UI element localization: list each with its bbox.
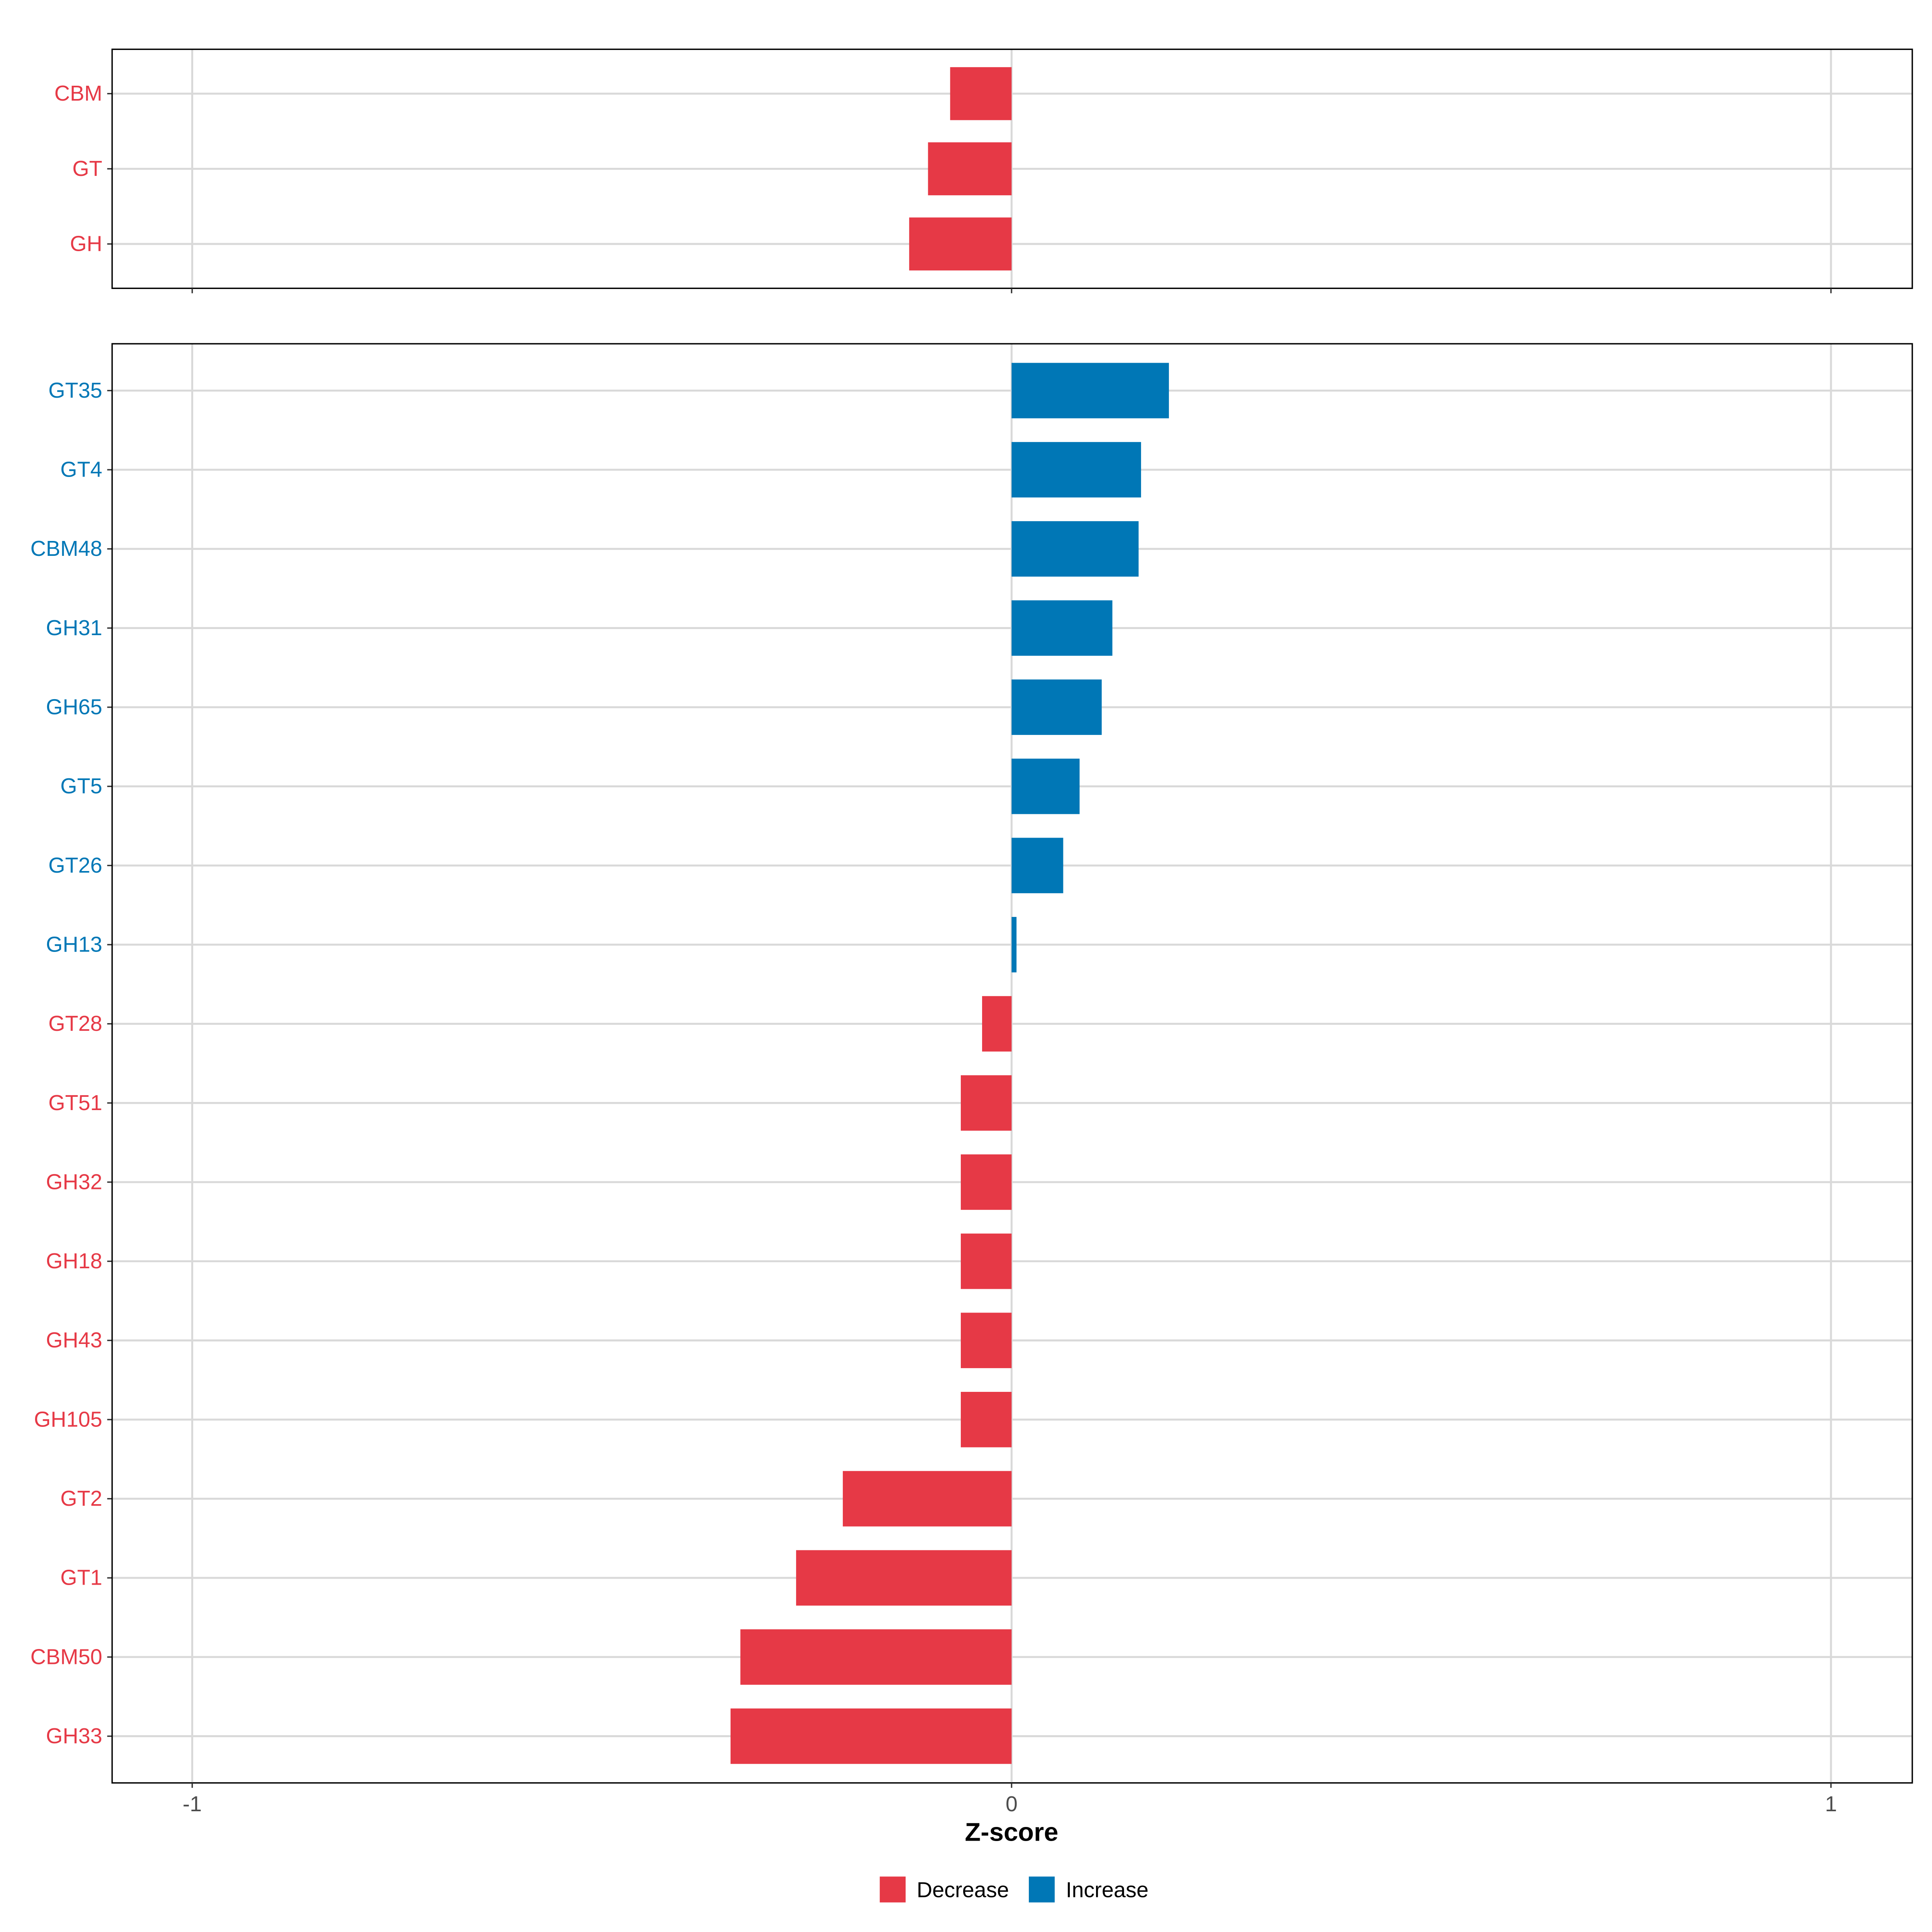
bar-gh33 [731, 1708, 1012, 1764]
bar-gh31 [1011, 600, 1113, 656]
bar-gt5 [1011, 758, 1080, 814]
bar-gt26 [1011, 838, 1063, 894]
bar-cbm [950, 67, 1012, 120]
legend-swatch-decrease [879, 1876, 906, 1903]
x-tick-label: 1 [1825, 1792, 1837, 1816]
y-tick-label: GH65 [46, 696, 102, 719]
y-tick-label: GT35 [48, 379, 102, 402]
y-tick-label: CBM48 [30, 537, 102, 561]
y-tick-label: GT2 [60, 1487, 102, 1511]
bar-gh [909, 217, 1012, 270]
bar-gh65 [1011, 679, 1102, 735]
y-tick-label: GT [72, 157, 102, 181]
bar-gh13 [1011, 917, 1017, 972]
top-panel: CBM GT GH [54, 48, 1913, 293]
y-tick-label: GH33 [46, 1724, 102, 1748]
bar-gh43 [961, 1313, 1012, 1368]
y-tick-label: GT28 [48, 1012, 102, 1036]
bar-cbm48 [1011, 521, 1139, 577]
y-tick-label: GH13 [46, 933, 102, 956]
bar-gt [928, 142, 1012, 196]
x-tick-label: 0 [1005, 1792, 1018, 1816]
legend-label-increase: Increase [1066, 1878, 1148, 1902]
bar-gt4 [1011, 442, 1141, 497]
bar-cbm50 [740, 1629, 1012, 1685]
bar-gt2 [842, 1471, 1012, 1527]
y-tick-label: CBM [54, 82, 102, 105]
y-tick-label: GT5 [60, 774, 102, 798]
x-axis-title: Z-score [965, 1817, 1058, 1846]
bar-gt28 [982, 996, 1012, 1052]
y-tick-label: GT1 [60, 1566, 102, 1590]
x-axis: -1 0 1 [183, 1792, 1837, 1816]
y-tick-label: CBM50 [30, 1645, 102, 1669]
legend-label-decrease: Decrease [917, 1878, 1009, 1902]
bottom-panel: GT35 GT4 CBM48 GH31 GH65 GT5 GT26 GH13 GT28 GT51 G… [30, 343, 1913, 1788]
y-tick-label: GH32 [46, 1170, 102, 1194]
bar-gt51 [961, 1075, 1012, 1131]
y-tick-label: GT51 [48, 1091, 102, 1115]
bar-gt35 [1011, 363, 1169, 419]
bar-gh18 [961, 1233, 1012, 1289]
bar-gh105 [961, 1392, 1012, 1447]
x-tick-label: -1 [183, 1792, 202, 1816]
y-tick-label: GT26 [48, 854, 102, 877]
y-tick-label: GH31 [46, 616, 102, 640]
bar-gh32 [961, 1154, 1012, 1210]
legend-swatch-increase [1029, 1876, 1055, 1903]
y-tick-label: GH105 [34, 1408, 102, 1431]
y-tick-label: GH18 [46, 1249, 102, 1273]
y-tick-label: GH [70, 232, 102, 256]
legend: Decrease Increase [879, 1876, 1148, 1903]
bar-gt1 [796, 1550, 1012, 1606]
y-tick-label: GT4 [60, 458, 102, 482]
y-tick-label: GH43 [46, 1329, 102, 1352]
